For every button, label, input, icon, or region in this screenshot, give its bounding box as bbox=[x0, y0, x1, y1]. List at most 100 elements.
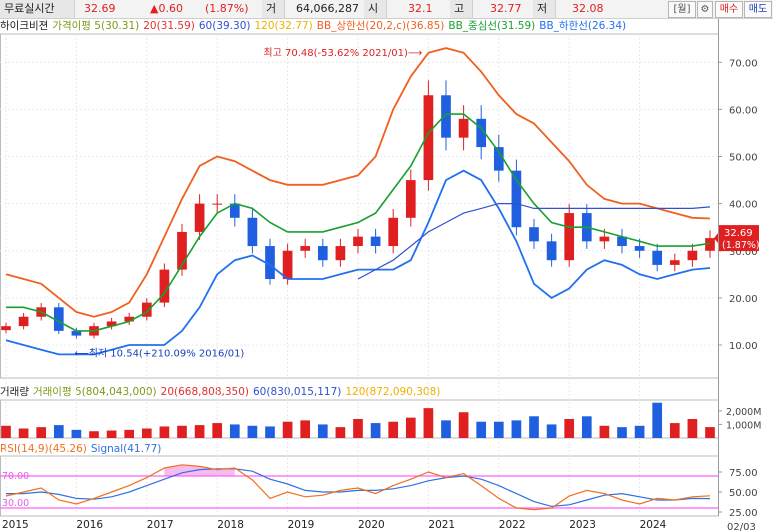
volume-bar bbox=[669, 423, 680, 438]
open-value: 32.1 bbox=[408, 2, 433, 15]
volume-legend-item-4: 120(872,090,308) bbox=[345, 386, 441, 398]
candle-body bbox=[405, 180, 416, 218]
bb-lower-line bbox=[5, 169, 711, 356]
candle-body bbox=[106, 321, 117, 327]
volume-bar bbox=[687, 419, 698, 438]
price-legend-item-3: 60(39.30) bbox=[198, 20, 251, 32]
volume-bar bbox=[405, 417, 416, 438]
candle-body bbox=[229, 203, 240, 218]
signal-line bbox=[6, 468, 711, 508]
volume-bar bbox=[529, 416, 539, 438]
candle-body bbox=[511, 170, 522, 228]
volume-bar bbox=[18, 428, 29, 438]
open-label: 시 bbox=[364, 0, 387, 18]
candle-body bbox=[564, 213, 575, 261]
x-axis-label: 2018 bbox=[217, 519, 244, 531]
volume-bar bbox=[335, 427, 346, 438]
volume-legend-item-3: 60(830,015,117) bbox=[253, 386, 342, 398]
volume-legend-item-2: 20(668,808,350) bbox=[160, 386, 249, 398]
volume-bar bbox=[705, 427, 715, 438]
candle-body bbox=[388, 217, 399, 247]
price-legend-item-7: BB_하한선(26.34) bbox=[539, 20, 627, 32]
price-tick-label: 40.00 bbox=[729, 200, 758, 211]
rsi-upper-label: 70.00 bbox=[2, 471, 29, 482]
price-legend-item-1: 가격이평 5(30.31) bbox=[52, 20, 140, 32]
candle-body bbox=[599, 236, 610, 242]
price-tick-label: 50.00 bbox=[729, 153, 758, 164]
volume-bar bbox=[564, 419, 575, 438]
bb-upper-line bbox=[5, 47, 711, 318]
candle-body bbox=[652, 250, 663, 265]
x-axis-label: 2022 bbox=[499, 519, 526, 531]
volume-bar bbox=[212, 423, 223, 438]
x-axis-last-date: 02/03 bbox=[727, 522, 756, 532]
candle-body bbox=[177, 231, 187, 270]
candle-body bbox=[124, 316, 135, 322]
candle-body bbox=[159, 269, 170, 303]
ma60-line bbox=[357, 203, 711, 280]
price-tick-label: 10.00 bbox=[729, 341, 758, 352]
volume-bar bbox=[617, 427, 627, 438]
candle-body bbox=[353, 236, 363, 247]
price-tag-arrow bbox=[714, 233, 718, 244]
low-annotation: ⟵최저 10.54(+210.09% 2016/01) bbox=[74, 347, 244, 359]
x-axis-label: 2019 bbox=[288, 519, 315, 531]
candle-body bbox=[53, 307, 64, 331]
price-legend-item-0: 하이크비젼 bbox=[0, 20, 49, 32]
volume-bar bbox=[1, 425, 11, 438]
week-button[interactable]: [월] bbox=[668, 1, 696, 18]
price-legend-item-2: 20(31.59) bbox=[143, 20, 195, 32]
x-axis-label: 2016 bbox=[76, 519, 103, 531]
volume-bar bbox=[177, 425, 187, 438]
price-tick-label: 60.00 bbox=[729, 105, 758, 116]
x-axis-label: 2023 bbox=[569, 519, 596, 531]
volume-bar bbox=[229, 424, 240, 438]
settings-button[interactable]: ⚙ bbox=[697, 1, 713, 18]
volume-bar bbox=[370, 423, 381, 438]
candle-body bbox=[247, 217, 258, 247]
buy-button[interactable]: 매수 bbox=[715, 1, 743, 18]
volume-bar bbox=[493, 421, 504, 438]
volume-bar bbox=[106, 430, 117, 438]
price-change: ▲0.60 bbox=[150, 2, 183, 15]
candle-body bbox=[617, 236, 627, 247]
x-axis-label: 2024 bbox=[640, 519, 667, 531]
price-legend-item-5: BB_상한선(20,2,c)(36.85) bbox=[316, 20, 445, 32]
price-legend-item-4: 120(32.77) bbox=[254, 20, 313, 32]
volume-tick-label: 1,000M bbox=[726, 420, 761, 431]
volume-value: 64,066,287 bbox=[296, 2, 359, 15]
rsi-line bbox=[5, 464, 711, 511]
candle-body bbox=[529, 227, 539, 242]
candle-body bbox=[546, 241, 557, 261]
price-change-pct: (1.87%) bbox=[205, 2, 249, 15]
price-tag-value: 32.69 bbox=[724, 228, 753, 239]
candle-body bbox=[687, 250, 698, 261]
x-axis-label: 2020 bbox=[358, 519, 385, 531]
candle-body bbox=[493, 147, 504, 171]
candle-body bbox=[441, 95, 451, 138]
volume-label: 거 bbox=[262, 0, 285, 18]
volume-bar bbox=[71, 429, 82, 438]
candle-body bbox=[317, 246, 328, 261]
volume-bar bbox=[53, 425, 64, 438]
volume-bar bbox=[511, 420, 522, 438]
candle-body bbox=[423, 95, 434, 181]
volume-bar bbox=[476, 421, 487, 438]
candle-body bbox=[18, 316, 29, 327]
rsi-tick-label: 75.00 bbox=[729, 468, 758, 479]
volume-bar bbox=[317, 424, 328, 438]
rsi-legend: RSI(14,9)(45.26) Signal(41.77) bbox=[0, 442, 718, 457]
candle-body bbox=[476, 118, 487, 148]
volume-bar bbox=[141, 428, 152, 438]
sell-button[interactable]: 매도 bbox=[744, 1, 772, 18]
rsi-overbought-fill bbox=[164, 464, 464, 476]
price-tick-label: 70.00 bbox=[729, 58, 758, 69]
volume-bar bbox=[546, 424, 557, 438]
volume-bar bbox=[89, 431, 99, 438]
candle-body bbox=[370, 236, 381, 247]
high-label: 고 bbox=[450, 0, 473, 18]
price-legend-item-6: BB_중심선(31.59) bbox=[448, 20, 536, 32]
candle-body bbox=[71, 330, 82, 336]
volume-bar bbox=[441, 420, 451, 438]
